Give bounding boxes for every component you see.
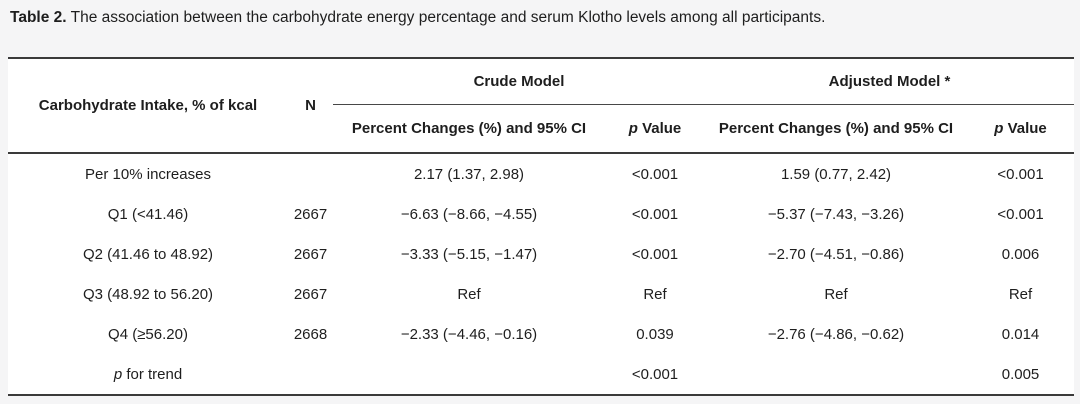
- cell-adjusted-p: 0.006: [1001, 245, 1040, 263]
- table-row-q4: Q4 (≥56.20) 2668 −2.33 (−4.46, −0.16) 0.…: [8, 314, 1074, 354]
- table-body: Per 10% increases 2.17 (1.37, 2.98) <0.0…: [8, 153, 1074, 395]
- col-header-crude-p-value: p Value: [605, 104, 705, 154]
- cell-crude-estimate: −3.33 (−5.15, −1.47): [400, 245, 538, 263]
- cell-crude-p: Ref: [643, 285, 667, 303]
- cell-crude-estimate: −2.33 (−4.46, −0.16): [400, 325, 538, 343]
- cell-label: Q1 (<41.46): [107, 205, 189, 223]
- table-row-q1: Q1 (<41.46) 2667 −6.63 (−8.66, −4.55) <0…: [8, 194, 1074, 234]
- p-italic: p: [113, 365, 123, 383]
- cell-crude-estimate: −6.63 (−8.66, −4.55): [400, 205, 538, 223]
- cell-n: [288, 354, 333, 395]
- cell-n: 2667: [293, 205, 328, 223]
- cell-adjusted-p: Ref: [1008, 285, 1033, 303]
- cell-adjusted-p: 0.014: [1001, 325, 1040, 343]
- p-value-rest: Value: [637, 120, 682, 137]
- cell-adjusted-p: <0.001: [997, 165, 1044, 183]
- cell-adjusted-p: <0.001: [997, 205, 1044, 223]
- cell-adjusted-estimate: [705, 354, 967, 395]
- col-header-carbohydrate-intake: Carbohydrate Intake, % of kcal: [8, 58, 288, 154]
- p-italic: p: [628, 120, 638, 137]
- p-italic: p: [994, 120, 1004, 137]
- association-table: Carbohydrate Intake, % of kcal N Crude M…: [8, 57, 1075, 396]
- col-header-adjusted-p-value: p Value: [967, 104, 1075, 154]
- cell-adjusted-p: 0.005: [1001, 365, 1040, 383]
- cell-adjusted-estimate: Ref: [824, 285, 848, 303]
- col-header-n: N: [288, 58, 333, 154]
- cell-label: p for trend: [8, 354, 288, 395]
- col-header-adjusted-percent-changes: Percent Changes (%) and 95% CI: [705, 104, 967, 154]
- table-row-p-for-trend: p for trend <0.001 0.005: [8, 354, 1074, 395]
- cell-crude-p: 0.039: [636, 325, 674, 343]
- cell-adjusted-estimate: −5.37 (−7.43, −3.26): [767, 205, 905, 223]
- header-row-models: Carbohydrate Intake, % of kcal N Crude M…: [8, 58, 1075, 154]
- cell-adjusted-estimate: −2.76 (−4.86, −0.62): [767, 325, 905, 343]
- cell-n: 2668: [293, 325, 328, 343]
- cell-label: Q4 (≥56.20): [108, 325, 188, 343]
- header-row-sub: Percent Changes (%) and 95% CI p Value P…: [8, 104, 1075, 154]
- table-header: Carbohydrate Intake, % of kcal N Crude M…: [8, 58, 1075, 154]
- cell-n: [288, 153, 333, 194]
- col-group-crude-model: Crude Model: [333, 58, 705, 105]
- cell-crude-estimate: Ref: [457, 285, 481, 303]
- table-row-q2: Q2 (41.46 to 48.92) 2667 −3.33 (−5.15, −…: [8, 234, 1074, 274]
- cell-label: Q3 (48.92 to 56.20): [82, 285, 214, 303]
- p-value-rest: Value: [1003, 120, 1047, 137]
- cell-crude-p: <0.001: [631, 365, 679, 383]
- cell-crude-p: <0.001: [631, 245, 679, 263]
- p-trend-rest: for trend: [122, 365, 183, 383]
- cell-n: 2667: [293, 285, 328, 303]
- table-row-q3: Q3 (48.92 to 56.20) 2667 Ref Ref Ref Ref: [8, 274, 1074, 314]
- cell-adjusted-estimate: −2.70 (−4.51, −0.86): [767, 245, 905, 263]
- cell-n: 2667: [293, 245, 328, 263]
- cell-adjusted-estimate: 1.59 (0.77, 2.42): [780, 165, 892, 183]
- cell-crude-p: <0.001: [631, 205, 679, 223]
- cell-label: Q2 (41.46 to 48.92): [82, 245, 214, 263]
- cell-crude-estimate: [333, 354, 605, 395]
- table-caption: Table 2. The association between the car…: [10, 8, 825, 27]
- table-caption-number: Table 2.: [10, 9, 67, 26]
- col-group-adjusted-model: Adjusted Model *: [705, 58, 1075, 105]
- cell-crude-p: <0.001: [631, 165, 679, 183]
- table-caption-text: The association between the carbohydrate…: [66, 9, 826, 26]
- col-header-crude-percent-changes: Percent Changes (%) and 95% CI: [333, 104, 605, 154]
- cell-label: Per 10% increases: [85, 165, 211, 183]
- table-row-per-10pct: Per 10% increases 2.17 (1.37, 2.98) <0.0…: [8, 153, 1074, 194]
- cell-crude-estimate: 2.17 (1.37, 2.98): [413, 165, 525, 183]
